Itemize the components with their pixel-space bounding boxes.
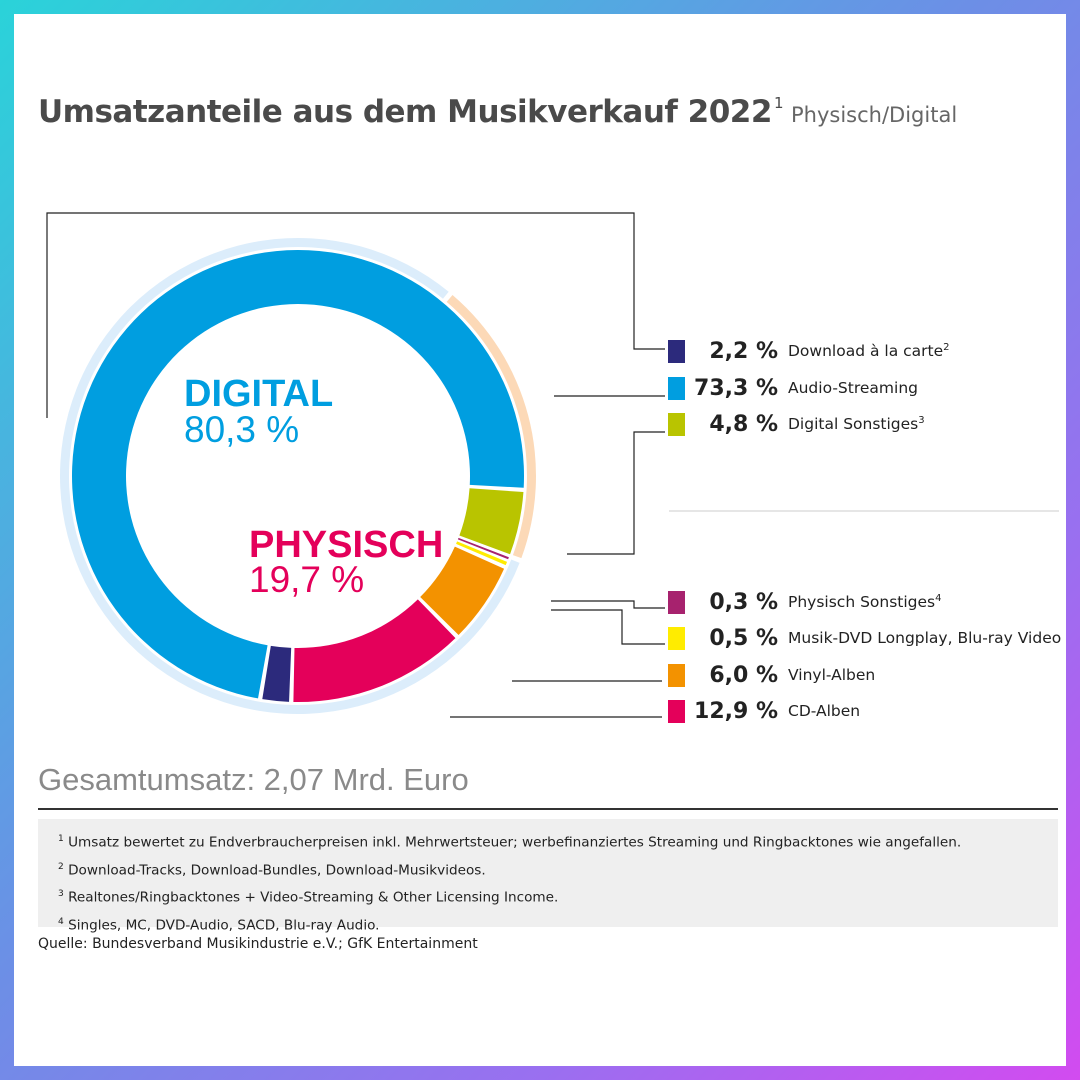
legend-label: Audio-Streaming <box>788 379 918 397</box>
legend-footnote-mark: 4 <box>935 592 942 604</box>
legend-swatch <box>668 663 685 687</box>
legend-item-physisch-sonstiges: 0,3 % Physisch Sonstiges4 <box>668 589 942 615</box>
legend-swatch <box>668 626 685 650</box>
total-revenue: Gesamtumsatz: 2,07 Mrd. Euro <box>38 762 469 797</box>
legend-item-musik-dvd: 0,5 % Musik-DVD Longplay, Blu-ray Video <box>668 625 1062 651</box>
footnote: 1 Umsatz bewertet zu Endverbraucherpreis… <box>58 834 962 851</box>
slice-digital-sonstiges <box>459 488 524 555</box>
title-footnote-mark: 1 <box>773 94 784 112</box>
footnote: 3 Realtones/Ringbacktones + Video-Stream… <box>58 889 559 906</box>
legend-swatch <box>668 376 685 400</box>
slice-cd-alben <box>293 599 456 702</box>
legend-item-digital-sonstiges: 4,8 % Digital Sonstiges3 <box>668 411 925 437</box>
legend-value: 4,8 % <box>709 411 778 437</box>
legend-value: 12,9 % <box>694 698 778 724</box>
legend-item-cd: 12,9 % CD-Alben <box>668 698 861 724</box>
legend-swatch <box>668 412 685 436</box>
slice-musik-dvd-longplay-blu-ray-video <box>456 541 508 566</box>
legend-footnote-mark: 3 <box>918 414 925 426</box>
donut-slices <box>72 250 525 702</box>
title-text: Umsatzanteile aus dem Musikverkauf 2022 <box>38 94 772 130</box>
group-share-physisch: 19,7 % <box>249 559 364 600</box>
group-label-physisch: PHYSISCH <box>249 524 443 566</box>
legend-label: Physisch Sonstiges4 <box>788 592 942 612</box>
group-ring-physisch <box>446 294 536 559</box>
legend-label: Digital Sonstiges3 <box>788 414 925 434</box>
slice-physisch-sonstiges <box>457 537 509 560</box>
legend-item-download: 2,2 % Download à la carte2 <box>668 338 950 364</box>
legend-swatch <box>668 339 685 363</box>
legend-item-vinyl: 6,0 % Vinyl-Alben <box>668 662 876 688</box>
sonstiges-leader-line <box>567 431 665 555</box>
guide-lines <box>46 212 1059 718</box>
dvd-leader-line <box>551 609 665 645</box>
legend-label: CD-Alben <box>788 702 861 720</box>
physisch-sonstiges-leader-line <box>551 600 665 609</box>
legend-value: 2,2 % <box>709 338 778 364</box>
legend-value: 0,5 % <box>709 625 778 651</box>
group-label-digital: DIGITAL <box>184 373 333 415</box>
group-rings <box>60 238 536 714</box>
digital-bracket-line <box>46 212 665 418</box>
legend-value: 6,0 % <box>709 662 778 688</box>
footnote: 4 Singles, MC, DVD-Audio, SACD, Blu-ray … <box>58 916 380 934</box>
source-credit: Quelle: Bundesverband Musikindustrie e.V… <box>38 936 478 952</box>
group-share-digital: 80,3 % <box>184 409 299 450</box>
legend-label: Download à la carte2 <box>788 341 950 361</box>
slice-download-la-carte <box>262 645 292 702</box>
legend-value: 0,3 % <box>709 589 778 615</box>
legend-swatch <box>668 590 685 614</box>
slice-vinyl-alben <box>420 546 505 636</box>
chart-subtitle: Physisch/Digital <box>791 103 958 127</box>
legend-swatch <box>668 699 685 723</box>
legend-label: Vinyl-Alben <box>788 666 876 684</box>
infographic-card: Umsatzanteile aus dem Musikverkauf 2022 1… <box>14 14 1066 1066</box>
legend-footnote-mark: 2 <box>943 341 950 353</box>
chart-title: Umsatzanteile aus dem Musikverkauf 2022 1… <box>38 94 957 130</box>
legend-value: 73,3 % <box>694 375 778 401</box>
footnotes: 1 Umsatz bewertet zu Endverbraucherpreis… <box>38 819 1058 933</box>
footnote: 2 Download-Tracks, Download-Bundles, Dow… <box>58 861 486 879</box>
donut-chart: DIGITAL 80,3 % PHYSISCH 19,7 % <box>46 212 1059 718</box>
legend-item-audio-streaming: 73,3 % Audio-Streaming <box>668 375 918 401</box>
legend-label: Musik-DVD Longplay, Blu-ray Video <box>788 629 1062 647</box>
divider <box>38 808 1058 810</box>
